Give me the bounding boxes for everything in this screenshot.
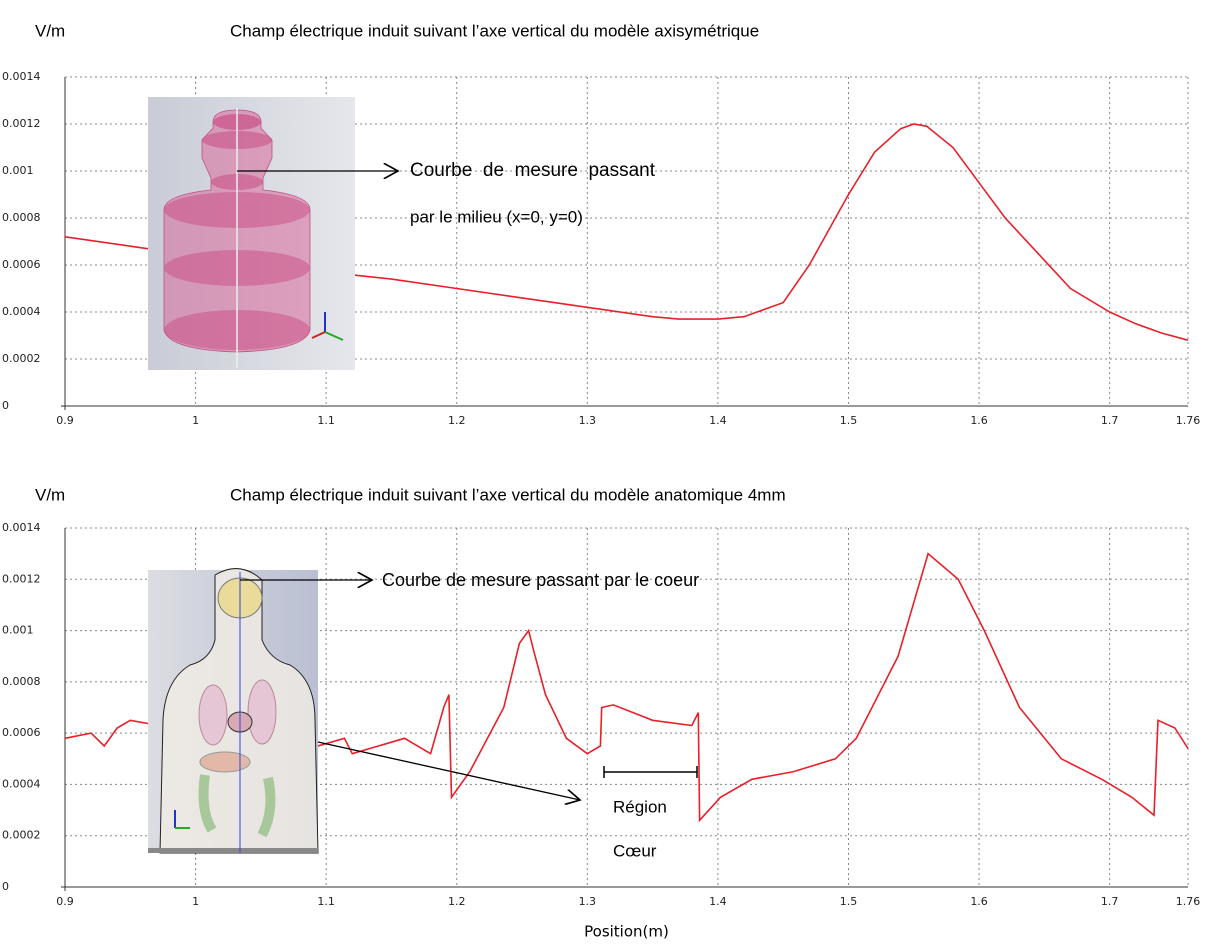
plot-bottom: V/m Champ électrique induit suivant l’axe…	[2, 485, 1200, 940]
x-tick-label: 1.2	[448, 414, 466, 427]
x-tick-label: 1	[192, 895, 199, 908]
y-tick-label: 0.0004	[2, 777, 41, 790]
y-tick-label: 0.001	[2, 624, 34, 637]
y-tick-label: 0.0012	[2, 117, 41, 130]
x-tick-label: 1.3	[579, 414, 597, 427]
annotation: par le milieu (x=0, y=0)	[410, 207, 583, 226]
plot-top: V/m Champ électrique induit suivant l’axe…	[2, 21, 1200, 427]
y-tick-label: 0.0002	[2, 352, 41, 365]
y-tick-label: 0.0012	[2, 572, 41, 585]
x-tick-label: 1.6	[970, 414, 988, 427]
chart-title: Champ électrique induit suivant l’axe ve…	[230, 21, 759, 40]
y-tick-label: 0.0014	[2, 521, 41, 534]
y-tick-label: 0.0002	[2, 829, 41, 842]
annotation: Région	[613, 797, 667, 816]
y-tick-label: 0.0004	[2, 305, 41, 318]
x-tick-label: 1.1	[317, 895, 335, 908]
y-tick-label: 0.0014	[2, 70, 41, 83]
y-tick-label: 0	[2, 880, 9, 893]
y-tick-label: 0.0008	[2, 675, 41, 688]
data-line	[64, 123, 1189, 341]
x-tick-label: 0.9	[56, 414, 74, 427]
y-tick-label: 0.0006	[2, 258, 41, 271]
x-tick-label: 1.7	[1101, 895, 1119, 908]
x-tick-label: 1.6	[970, 895, 988, 908]
x-tick-label: 1.76	[1176, 414, 1201, 427]
x-tick-label: 1.5	[840, 895, 858, 908]
inset-anatomical	[148, 568, 698, 854]
y-axis-label: V/m	[35, 21, 65, 40]
x-tick-label: 1.76	[1176, 895, 1201, 908]
x-tick-label: 1.4	[709, 895, 727, 908]
y-axis-label: V/m	[35, 485, 65, 504]
y-tick-label: 0.001	[2, 164, 34, 177]
annotation: Courbe de mesure passant par le coeur	[382, 570, 699, 590]
inset-axisymmetric	[148, 97, 398, 370]
x-tick-label: 1.5	[840, 414, 858, 427]
x-tick-label: 1.1	[317, 414, 335, 427]
x-tick-label: 1.3	[579, 895, 597, 908]
x-axis-label: Position(m)	[584, 923, 669, 941]
y-tick-label: 0.0006	[2, 726, 41, 739]
x-tick-label: 1.4	[709, 414, 727, 427]
x-tick-label: 0.9	[56, 895, 74, 908]
data-line	[64, 552, 1189, 823]
x-tick-label: 1.2	[448, 895, 466, 908]
chart-title: Champ électrique induit suivant l’axe ve…	[230, 485, 786, 504]
x-tick-label: 1	[192, 414, 199, 427]
annotation: Cœur	[613, 841, 657, 860]
y-tick-label: 0	[2, 399, 9, 412]
x-tick-label: 1.7	[1101, 414, 1119, 427]
annotation: Courbe de mesure passant	[410, 160, 656, 181]
y-tick-label: 0.0008	[2, 211, 41, 224]
